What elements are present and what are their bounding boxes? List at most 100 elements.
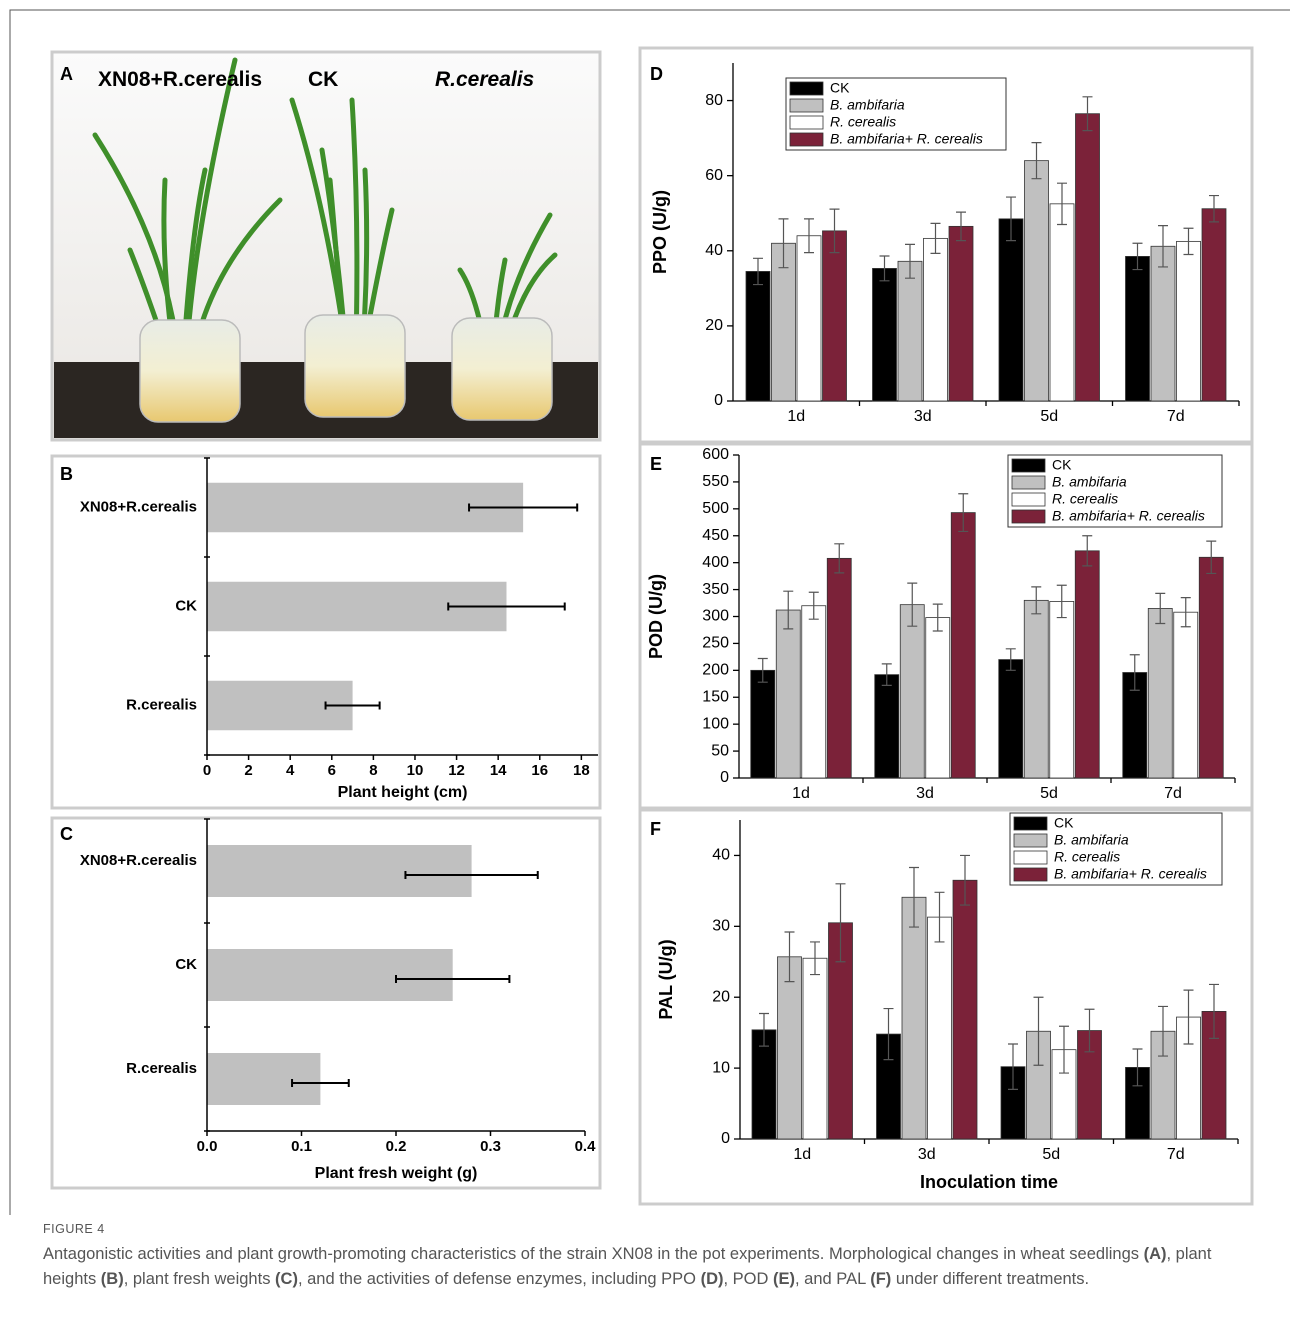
panel-frame [638,46,1254,444]
caption-text: , and the activities of defense enzymes,… [297,1269,701,1288]
legend-label: B. ambifaria [1054,832,1129,848]
bar [207,1053,321,1105]
error-bar [1158,1005,1168,1057]
error-bar [909,866,919,928]
y-axis-label: PPO (U/g) [650,190,670,274]
x-tick-label: 8 [369,762,377,779]
panel-frame [638,442,1254,810]
legend-label: B. ambifaria [1052,474,1127,490]
bar [751,1029,777,1140]
caption-ref: (A) [1143,1245,1167,1263]
error-bar [1206,540,1217,575]
error-bar [1006,196,1016,242]
caption-ref: (F) [870,1269,892,1288]
bar [1198,556,1224,779]
legend-swatch [1011,492,1046,507]
error-bar [956,211,966,242]
error-bar [1132,1048,1143,1087]
panel-label: D [650,64,663,84]
panel-frame [638,808,1254,1206]
error-bar [1129,654,1140,691]
y-tick-label: 250 [702,635,729,652]
error-bar [324,701,381,710]
legend-swatch [1013,816,1048,831]
x-tick-label: 1d [787,408,805,425]
bar [927,916,952,1140]
panel-frame [50,454,602,810]
error-bar [808,591,819,620]
error-bar [395,975,511,983]
y-tick-label: 200 [702,662,729,679]
bar [822,230,847,402]
y-tick-label: 20 [712,988,730,1005]
x-tick-label: 0 [203,762,211,779]
category-label: R.cerealis [126,696,197,713]
bar [998,659,1024,779]
x-tick-label: 7d [1167,1146,1185,1163]
error-bar [1082,535,1093,567]
category-label: XN08+R.cerealis [80,498,197,515]
error-bar [1084,1008,1095,1053]
chart-panel: C XN08+R.cerealis CK R.cerealis 0.0 0.1 0.2 0.3… [50,816,602,1190]
x-tick-label: 5d [1040,408,1058,425]
x-tick-label: 10 [407,762,424,779]
x-tick-label: 2 [244,762,252,779]
y-tick-label: 40 [705,242,723,259]
legend-label: CK [1054,815,1074,831]
bar [899,604,925,779]
legend-swatch [789,115,824,130]
x-tick-label: 0.1 [291,1138,312,1155]
x-tick-label: 4 [286,762,295,779]
legend-label: R. cerealis [1052,491,1118,507]
bar [796,235,822,402]
bar [1074,550,1100,779]
error-bar [1008,1043,1018,1090]
outer-frame [9,9,1290,1215]
legend-swatch [789,132,824,147]
y-tick-label: 0 [721,1130,730,1147]
caption: Antagonistic activities and plant growth… [43,1242,1258,1291]
error-bar [1057,182,1067,226]
error-bar [958,493,969,533]
bar [1150,245,1176,402]
y-tick-label: 150 [702,688,729,705]
legend-label: R. cerealis [1054,849,1120,865]
x-tick-label: 16 [531,762,548,779]
error-bar [1183,227,1194,256]
bar [872,268,897,402]
error-bar [1031,586,1042,615]
error-bar [778,218,789,269]
legend-swatch [789,98,824,113]
x-axis-label: Plant fresh weight (g) [315,1165,478,1182]
caption-text: , plant heights [43,1245,1212,1288]
caption-text: , and PAL [795,1269,871,1288]
error-bar [834,543,845,574]
error-bar [905,243,915,279]
panel-label: E [650,454,662,474]
y-tick-label: 300 [702,608,729,625]
x-tick-label: 5d [1042,1146,1060,1163]
x-tick-label: 14 [490,762,507,779]
error-bar [879,255,890,282]
error-bar [1183,989,1194,1045]
x-tick-label: 0.4 [575,1138,597,1155]
error-bar [783,590,794,630]
x-tick-label: 0.0 [197,1138,218,1155]
legend-swatch [1011,509,1046,524]
error-bar [1155,592,1166,625]
legend-label: B. ambifaria+ R. cerealis [830,131,983,147]
y-tick-label: 60 [705,167,723,184]
y-tick-label: 600 [702,446,729,463]
y-tick-label: 550 [702,473,729,490]
bar [897,260,923,402]
error-bar [757,657,768,683]
error-bar [1082,96,1093,132]
bar [998,218,1024,402]
y-tick-label: 400 [702,554,729,571]
x-tick-label: 0.2 [386,1138,407,1155]
legend-swatch [1013,850,1048,865]
error-bar [883,1007,894,1061]
x-tick-label: 7d [1167,408,1185,425]
photo-label: CK [308,68,338,91]
